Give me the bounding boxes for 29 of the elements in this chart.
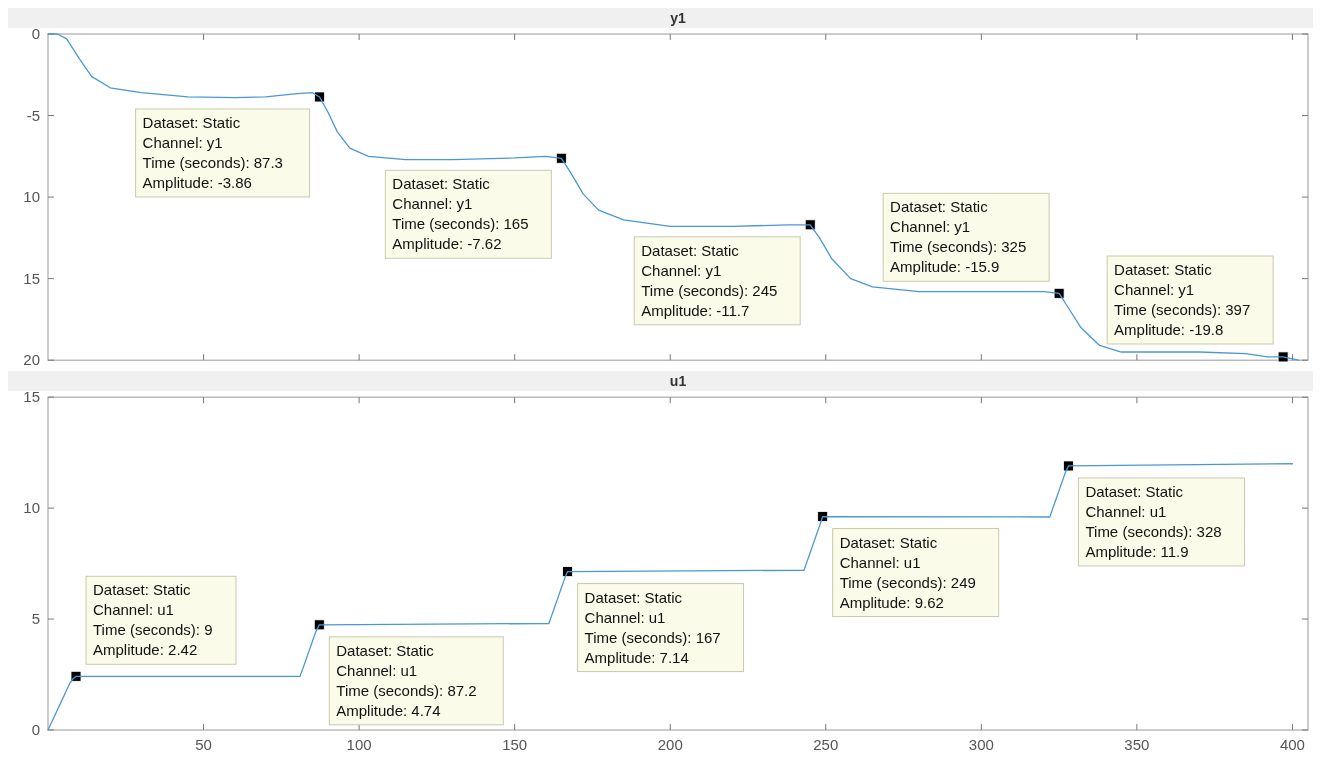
y-tick-label: 0 — [31, 721, 40, 738]
x-tick-label: 50 — [195, 736, 212, 753]
annotation: Dataset: Static Channel: u1 Time (seconds): 249 Amplitude: 9.62 — [839, 533, 976, 611]
chart-title: y1 — [670, 10, 686, 26]
annotation: Dataset: Static Channel: u1 Time (seconds): 87.2 Amplitude: 4.74 — [336, 641, 477, 719]
y-tick-label: -5 — [26, 106, 40, 124]
x-tick-label: 100 — [346, 736, 372, 753]
x-tick-label: 350 — [1124, 736, 1150, 753]
annotation: Dataset: Static Channel: y1 Time (seconds): 397 Amplitude: -19.8 — [1114, 261, 1251, 338]
x-tick-label: 400 — [1279, 736, 1305, 753]
y-tick-label: 15 — [23, 388, 40, 406]
annotation: Dataset: Static Channel: y1 Time (seconds): 87.3 Amplitude: -3.86 — [142, 113, 283, 191]
chart-title: u1 — [669, 373, 687, 390]
x-tick-label: 200 — [657, 736, 683, 753]
x-tick-label: 150 — [502, 736, 528, 753]
y-tick-label: 10 — [23, 188, 40, 206]
annotation: Dataset: Static Channel: y1 Time (seconds): 165 Amplitude: -7.62 — [392, 175, 529, 253]
annotation: Dataset: Static Channel: y1 Time (seconds): 245 Amplitude: -11.7 — [641, 241, 778, 319]
x-tick-label: 250 — [813, 736, 839, 753]
x-tick-label: 300 — [968, 736, 994, 753]
annotation: Dataset: Static Channel: u1 Time (seconds): 9 Amplitude: 2.42 — [93, 581, 213, 659]
annotation: Dataset: Static Channel: u1 Time (seconds): 328 Amplitude: 11.9 — [1085, 482, 1222, 560]
annotation: Dataset: Static Channel: u1 Time (seconds): 167 Amplitude: 7.14 — [584, 588, 721, 666]
annotation: Dataset: Static Channel: y1 Time (seconds): 325 Amplitude: -15.9 — [890, 198, 1027, 276]
y-tick-label: 5 — [31, 610, 40, 628]
y-tick-label: 10 — [23, 499, 40, 517]
y-tick-label: 20 — [23, 351, 40, 369]
y-tick-label: 15 — [23, 269, 40, 287]
y-tick-label: 0 — [31, 25, 40, 42]
